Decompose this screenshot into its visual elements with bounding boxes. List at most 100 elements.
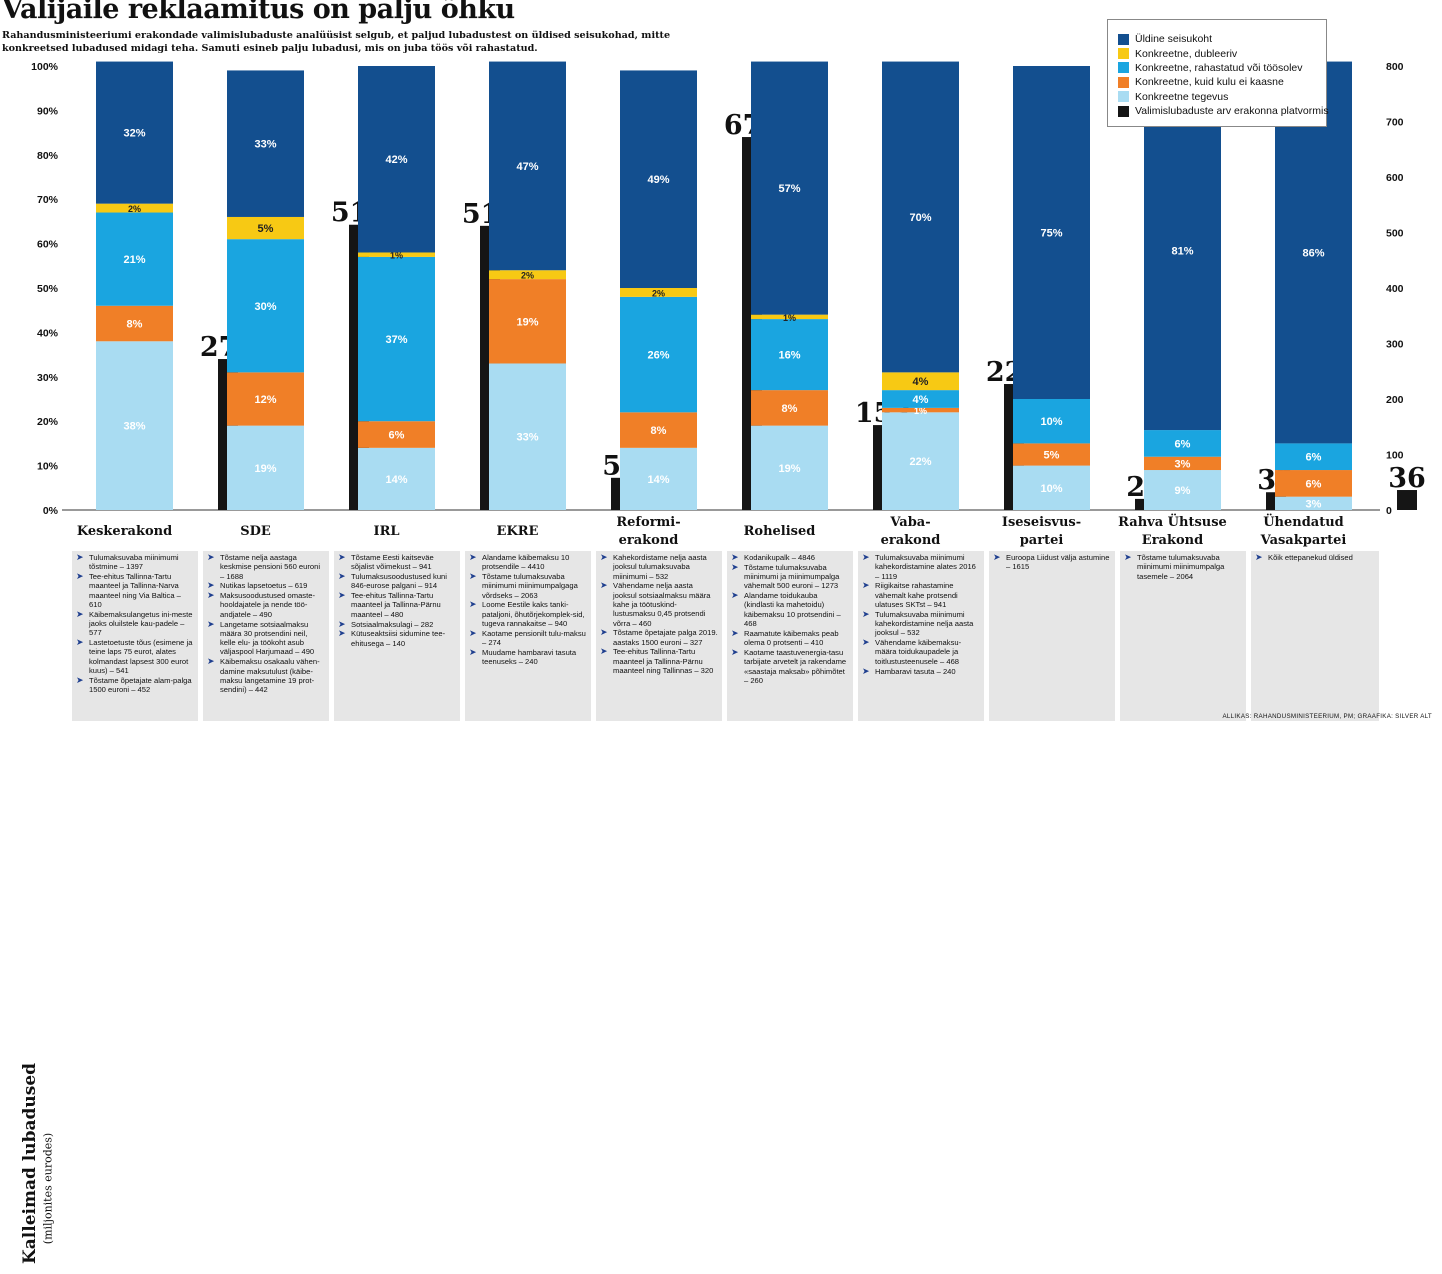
promise-item: Tõstame tulumaksuvaba miinimumi miinimum… — [1124, 553, 1242, 581]
promise-item: Tulumaksuvaba miinimumi kahekordistamine… — [862, 610, 980, 638]
bar-segment-label: 81% — [1171, 245, 1193, 257]
promise-item: Kahekordistame nelja aasta jooksul tulum… — [600, 553, 718, 581]
party-name: EKRE — [496, 524, 539, 539]
promise-item: Riigikaitse rahastamine vähemalt kahe pr… — [862, 581, 980, 609]
bar-segment-action — [1144, 470, 1221, 510]
bar-segment-cost_unknown — [620, 412, 697, 448]
bar-segment-general — [1144, 70, 1221, 431]
party-name: Reformi-erakond — [616, 515, 681, 548]
bar-segment-funded — [96, 212, 173, 306]
legend-label: Konkreetne, dubleeriv — [1135, 47, 1238, 60]
left-axis-tick-label: 10% — [37, 461, 59, 473]
left-axis-tick-label: 70% — [37, 194, 59, 206]
bar-segment-general — [489, 61, 566, 271]
bar-segment-label: 38% — [123, 421, 145, 433]
bar-segment-label: 42% — [385, 154, 407, 166]
legend-label: Valimislubaduste arv erakonna platvormis — [1135, 105, 1329, 118]
promise-item: Maksusoodustused omaste-hooldajatele ja … — [207, 591, 325, 619]
promise-item: Tõstame Eesti kaitseväe sõjalist võimeku… — [338, 553, 456, 572]
promise-column: Kodanikupalk – 4846Tõstame tulumaksuvaba… — [727, 551, 853, 721]
bar-segment-label: 19% — [254, 463, 276, 475]
party-name: SDE — [240, 524, 271, 539]
promise-item: Alandame käibemaksu 10 protsendile – 441… — [469, 553, 587, 572]
promise-column: Tulumaksuvaba miinimumi tõstmine – 1397T… — [72, 551, 198, 721]
promise-item: Lastetoetuste tõus (esimene ja teine lap… — [76, 638, 194, 675]
legend-label: Konkreetne tegevus — [1135, 90, 1229, 103]
bar-segment-label: 22% — [909, 456, 931, 468]
bar-segment-label: 16% — [778, 350, 800, 362]
bar-segment-action — [489, 363, 566, 510]
promise-column: Alandame käibemaksu 10 protsendile – 441… — [465, 551, 591, 721]
left-axis-tick-label: 30% — [37, 372, 59, 384]
promise-item: Tõstame õpetajate alam-palga 1500 euroni… — [76, 676, 194, 695]
promise-count-bar — [1397, 490, 1417, 510]
bar-segment-cost_unknown — [751, 390, 828, 426]
promise-item: Tõstame nelja aastaga keskmise pensioni … — [207, 553, 325, 581]
left-axis-tick-label: 60% — [37, 239, 59, 251]
legend-swatch — [1118, 105, 1129, 117]
promise-column: Tõstame nelja aastaga keskmise pensioni … — [203, 551, 329, 721]
bar-segment-funded — [1013, 399, 1090, 444]
bar-segment-label: 75% — [1040, 228, 1062, 240]
bar-segment-funded — [1275, 443, 1352, 471]
bar-segment-label: 3% — [1175, 458, 1191, 470]
bar-segment-funded — [882, 390, 959, 408]
party-name: IRL — [373, 524, 400, 539]
bar-segment-funded — [620, 296, 697, 413]
bar-segment-label: 26% — [647, 350, 669, 362]
bar-segment-action — [358, 447, 435, 510]
bar-segment-funded — [1144, 430, 1221, 457]
source-credit: Allikas: rahandusministeerium, PM; graaf… — [1222, 713, 1432, 720]
left-axis-tick-label: 50% — [37, 283, 59, 295]
bar-segment-label: 14% — [647, 474, 669, 486]
promise-item: Alandame toidukauba (kindlasti ka maheto… — [731, 591, 849, 628]
bar-segment-general — [358, 66, 435, 253]
bar-segment-label: 5% — [1044, 450, 1060, 462]
bar-segment-label: 10% — [1040, 483, 1062, 495]
legend-swatch — [1118, 76, 1129, 88]
bar-segment-label: 5% — [258, 223, 274, 235]
promise-item: Tee-ehitus Tallinna-Tartu maanteel ja Ta… — [600, 647, 718, 675]
promise-item: Tee-ehitus Tallinna-Tartu maanteel ja Ta… — [338, 591, 456, 619]
bar-segment-general — [882, 61, 959, 373]
right-axis-tick-label: 700 — [1386, 117, 1404, 129]
bar-segment-label: 1% — [783, 313, 796, 323]
promise-item: Raamatute käibemaks peab olema 0 protsen… — [731, 629, 849, 648]
bar-segment-cost_unknown — [1013, 443, 1090, 466]
bar-segment-cost_unknown — [358, 421, 435, 448]
legend-swatch — [1118, 48, 1129, 60]
bar-segment-label: 6% — [1175, 438, 1191, 450]
right-axis-tick-label: 600 — [1386, 172, 1404, 184]
bar-segment-label: 6% — [1306, 478, 1322, 490]
side-title: Kalleimad lubadused (miljonites eurodes) — [0, 550, 55, 1264]
bar-segment-cost_unknown — [1275, 470, 1352, 497]
legend-item: Üldine seisukoht — [1118, 32, 1326, 46]
bar-segment-general — [620, 70, 697, 288]
bar-segment-label: 8% — [782, 403, 798, 415]
bar-segment-funded — [751, 319, 828, 391]
promise-item: Tulumaksuvaba miinimumi tõstmine – 1397 — [76, 553, 194, 572]
chart-title: Valijaile reklaamitus on palju õhku — [2, 0, 515, 25]
bar-segment-duplicate — [358, 252, 435, 257]
promise-item: Muudame hambaravi tasuta teenuseks – 240 — [469, 648, 587, 667]
promise-item: Käibemaksulangetus ini-meste jaoks oluil… — [76, 610, 194, 638]
promise-item: Euroopa Liidust välja astumine – 1615 — [993, 553, 1111, 572]
promise-item: Tee-ehitus Tallinna-Tartu maanteel ja Ta… — [76, 572, 194, 609]
promise-item: Hambaravi tasuta – 240 — [862, 667, 980, 677]
bar-segment-label: 4% — [913, 376, 929, 388]
bar-segment-label: 4% — [913, 394, 929, 406]
legend-swatch — [1118, 91, 1129, 103]
party-name: Keskerakond — [76, 524, 173, 539]
bar-segment-label: 47% — [516, 161, 538, 173]
legend-label: Üldine seisukoht — [1135, 33, 1213, 46]
bar-segment-label: 9% — [1175, 485, 1191, 497]
bar-segment-label: 1% — [914, 406, 927, 416]
bar-segment-cost_unknown — [489, 279, 566, 364]
bar-segment-cost_unknown — [96, 305, 173, 342]
bar-segment-funded — [358, 256, 435, 422]
bar-segment-label: 2% — [128, 204, 141, 214]
chart-legend: Üldine seisukoht Konkreetne, dubleeriv Kon… — [1107, 19, 1329, 127]
legend-item: Konkreetne, dubleeriv — [1118, 46, 1326, 60]
right-axis-tick-label: 300 — [1386, 339, 1404, 351]
left-axis-tick-label: 90% — [37, 105, 59, 117]
